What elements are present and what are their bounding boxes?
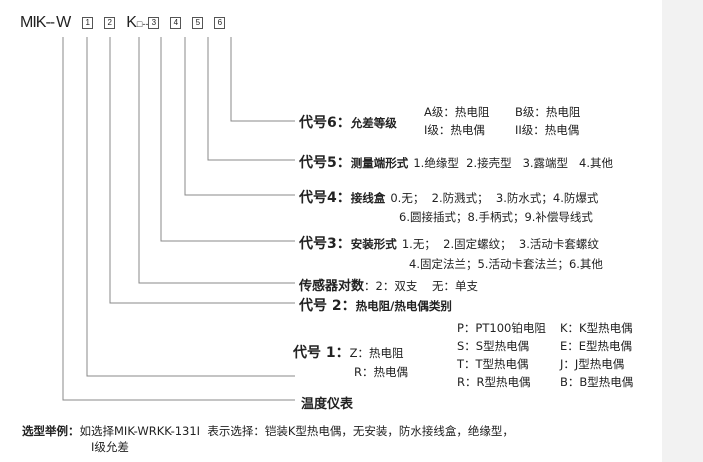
pairs-opts: ：2：双支 无：单支 [364, 279, 478, 293]
model-prefix: MIK-- [20, 14, 55, 31]
type-e: E：E型热电偶 [560, 339, 633, 353]
code4-line1: 0.无； 2.防溅式； 3.防水式；4.防爆式 [390, 191, 599, 205]
box-2: 2 [104, 16, 116, 29]
code3-line1: 1.无； 2.固定螺纹； 3.活动卡套螺纹 [401, 237, 599, 251]
example: 选型举例：如选择MIK-WRKK-131I 表示选择：铠装K型热电偶，无安装，防… [22, 423, 514, 439]
model-code: MIK-- W 1 2 K□-- 3 4 5 6 [20, 14, 226, 32]
code2-title: 热电阻/热电偶类别 [355, 299, 452, 313]
code6-title: 允差等级 [350, 116, 397, 130]
box-4: 4 [170, 16, 182, 29]
code6-opt-ii: II级：热电偶 [515, 123, 580, 137]
type-p: P：PT100铂电阻 [457, 321, 546, 335]
box-5: 5 [192, 16, 204, 29]
row-code3: 代号3：安装形式 1.无； 2.固定螺纹； 3.活动卡套螺纹 [299, 233, 599, 253]
row-code6: 代号6：允差等级 [299, 112, 397, 132]
code5-label: 代号5： [299, 155, 351, 171]
type-r: R：R型热电偶 [457, 375, 531, 389]
example-label: 选型举例： [22, 424, 80, 438]
code3-title: 安装形式 [350, 237, 397, 251]
code1-opt-z: Z：热电阻 [349, 346, 404, 360]
code2-label: 代号 2： [299, 298, 356, 314]
model-w: W [56, 14, 72, 31]
code4-title: 接线盒 [350, 191, 386, 205]
code1-label: 代号 1： [293, 345, 350, 361]
box-6: 6 [214, 16, 226, 29]
meter-label: 温度仪表 [301, 397, 354, 412]
code4-line2: 6.圆接插式；8.手柄式；9.补偿导线式 [399, 210, 593, 224]
side-panel [662, 0, 703, 462]
model-k: K [126, 14, 137, 31]
example-text: 如选择MIK-WRKK-131I 表示选择：铠装K型热电偶，无安装，防水接线盒，… [79, 424, 514, 438]
row-code4: 代号4：接线盒 0.无； 2.防溅式； 3.防水式；4.防爆式 [299, 187, 598, 207]
code6-opt-a: A级：热电阻 [424, 105, 490, 119]
code6-opt-i: I级：热电偶 [424, 123, 485, 137]
type-b: B：B型热电偶 [560, 375, 634, 389]
box-3: 3 [148, 16, 160, 29]
pairs-label: 传感器对数 [299, 279, 365, 294]
code6-label: 代号6： [299, 115, 351, 131]
row-code5: 代号5：测量端形式 1.绝缘型 2.接壳型 3.露端型 4.其他 [299, 152, 613, 172]
code6-opt-b: B级：热电阻 [515, 105, 581, 119]
row-pairs: 传感器对数：2：双支 无：单支 [299, 275, 478, 294]
type-s: S：S型热电偶 [457, 339, 530, 353]
code3-line2: 4.固定法兰；5.活动卡套法兰；6.其他 [409, 257, 603, 271]
row-code2: 代号 2：热电阻/热电偶类别 [299, 295, 452, 315]
row-code1: 代号 1：Z：热电阻 [293, 342, 404, 362]
code5-opts: 1.绝缘型 2.接壳型 3.露端型 4.其他 [413, 156, 613, 170]
type-t: T：T型热电偶 [457, 357, 529, 371]
code5-title: 测量端形式 [350, 156, 409, 170]
code1-opt-r: R：热电偶 [354, 365, 408, 379]
type-j: J：J型热电偶 [560, 357, 625, 371]
example-text2: I级允差 [91, 440, 129, 454]
model-k-sub: □-- [136, 19, 149, 29]
code3-label: 代号3： [299, 236, 351, 252]
box-1: 1 [82, 16, 94, 29]
type-k: K：K型热电偶 [560, 321, 633, 335]
code4-label: 代号4： [299, 190, 351, 206]
